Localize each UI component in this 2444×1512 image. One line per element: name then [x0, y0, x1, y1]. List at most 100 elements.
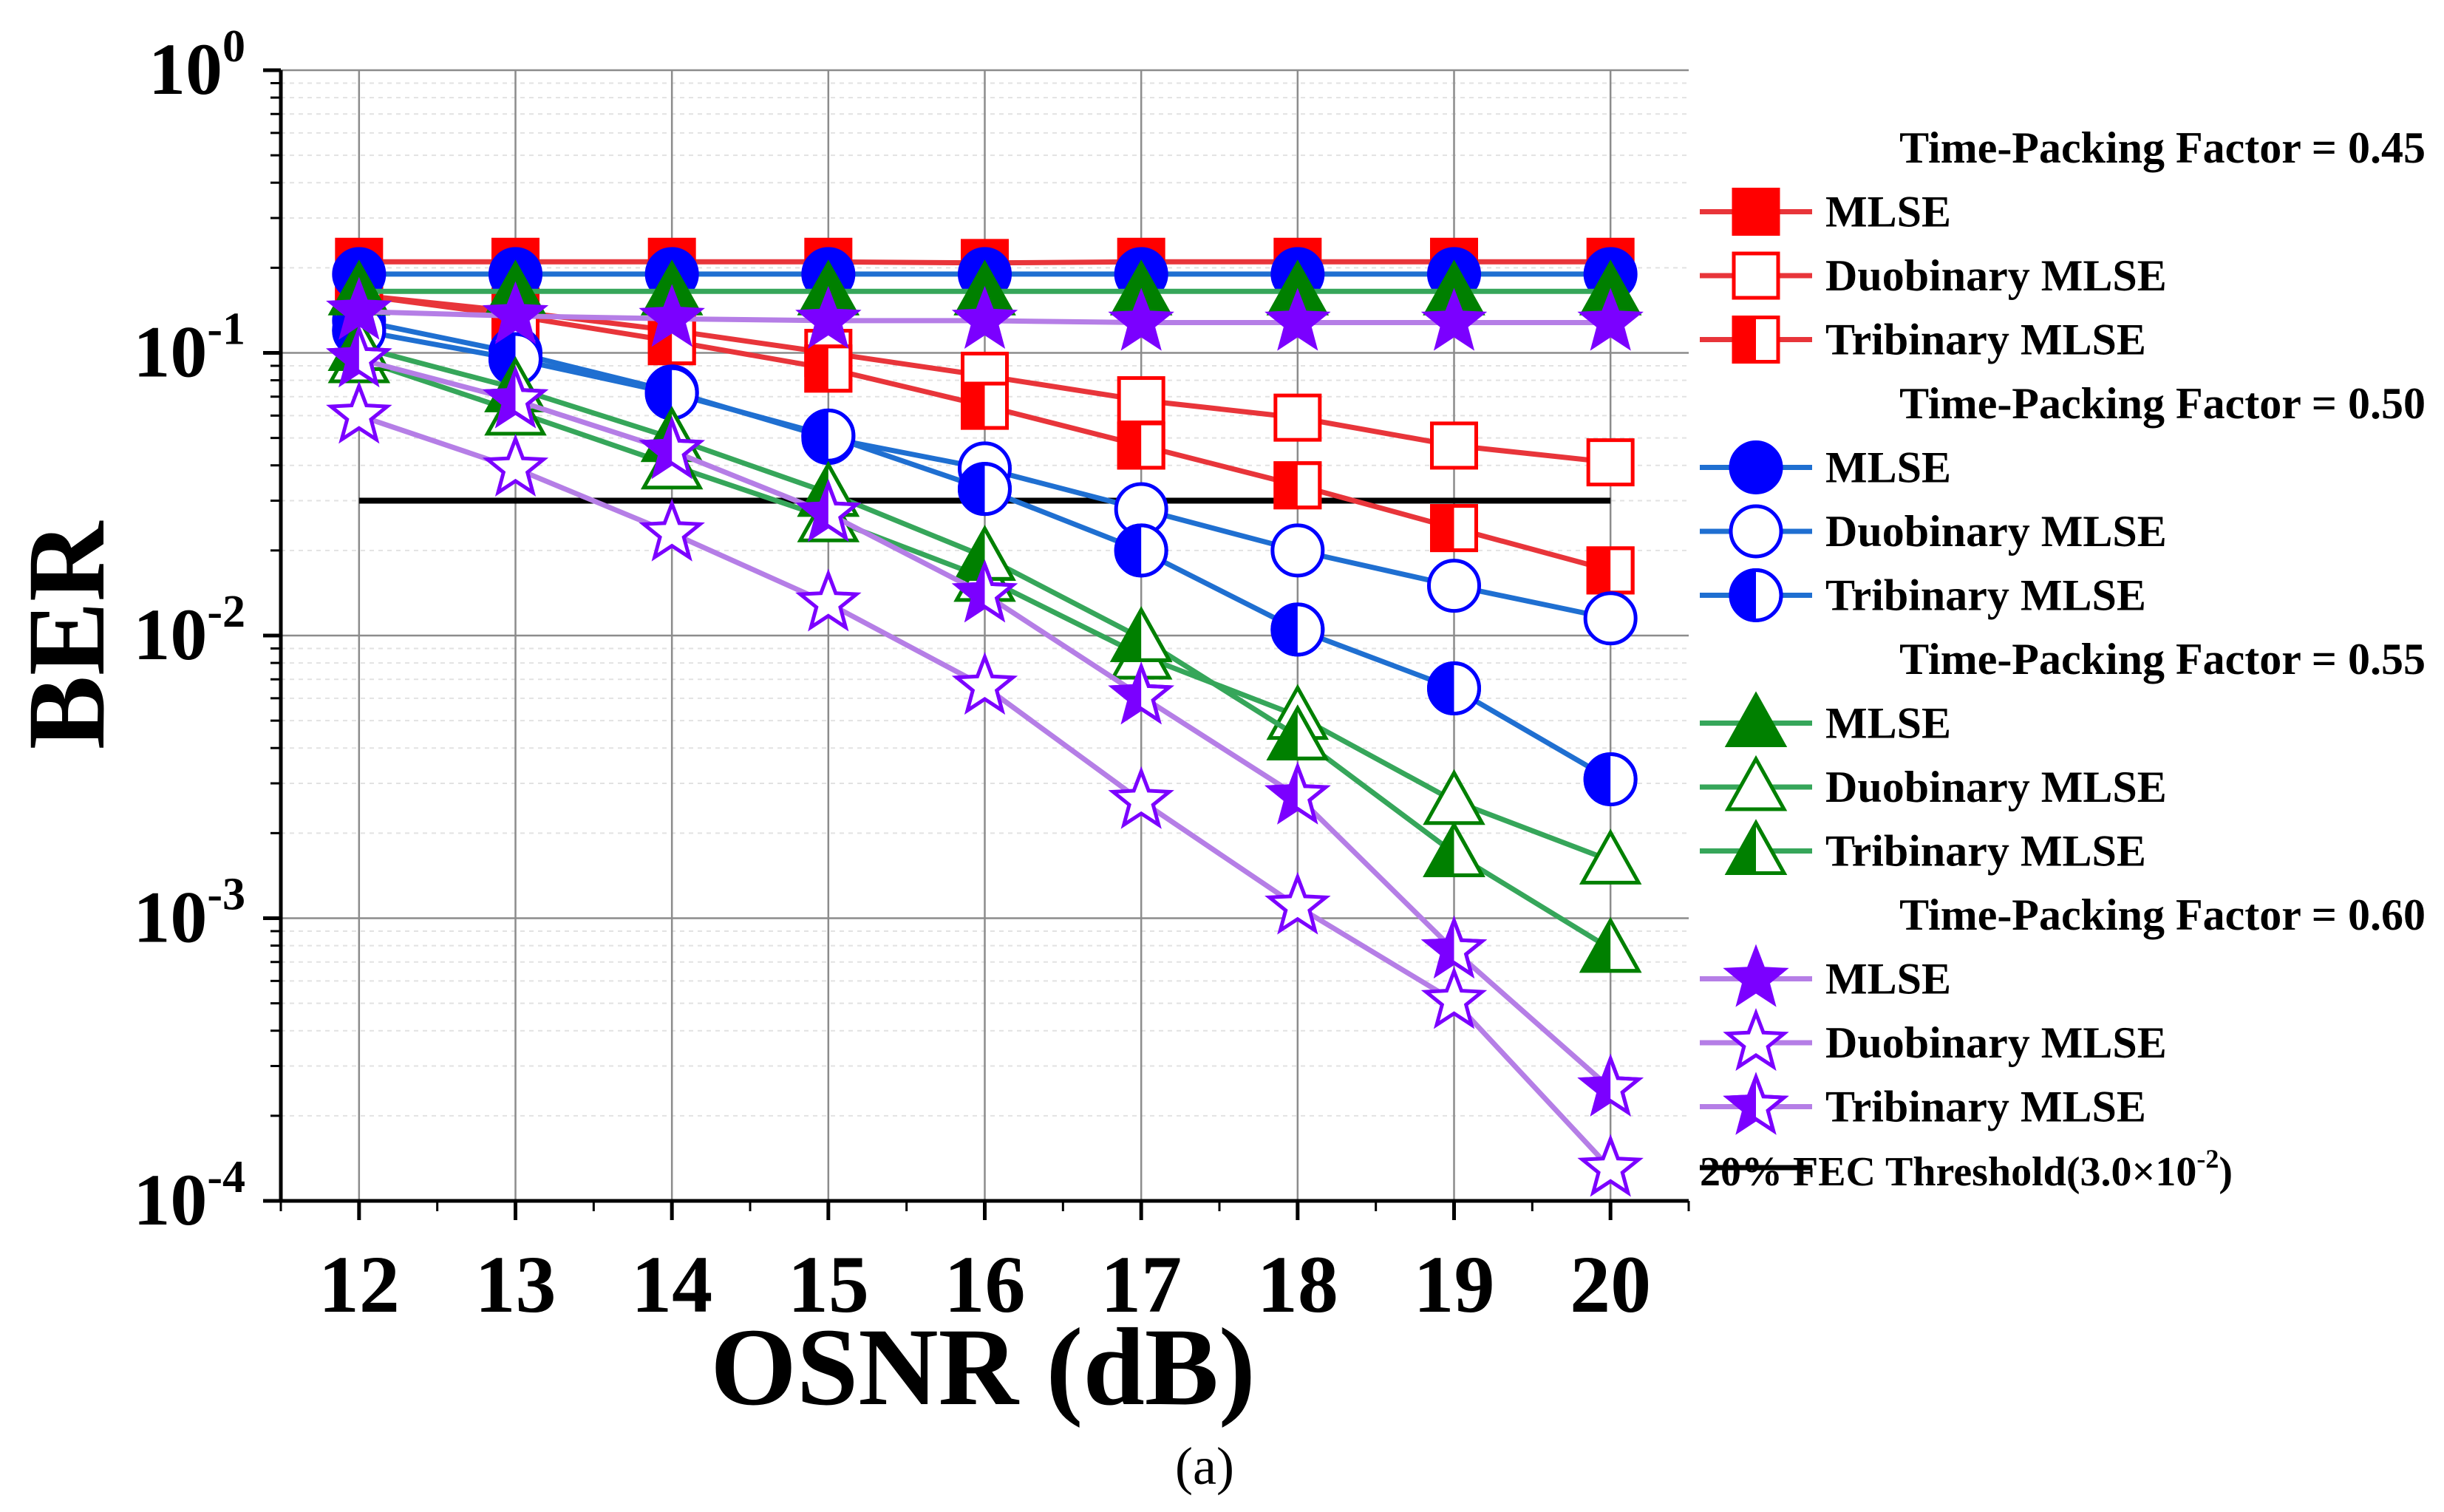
- data-point: [1577, 1053, 1644, 1117]
- x-tick-label: 19: [1414, 1239, 1495, 1329]
- legend-group-title: Time-Packing Factor = 0.60: [1899, 890, 2426, 939]
- series-9: [326, 276, 1644, 351]
- y-tick-label: 10-3: [133, 870, 245, 958]
- legend-marker: [1729, 568, 1783, 622]
- legend-marker: [1723, 1007, 1789, 1072]
- data-point: [326, 276, 392, 340]
- legend-label: MLSE: [1825, 699, 1951, 748]
- data-point: [951, 559, 1018, 623]
- y-axis-title: BER: [5, 520, 128, 749]
- data-point: [639, 284, 705, 347]
- data-point: [1579, 916, 1642, 973]
- x-tick-label: 18: [1257, 1239, 1338, 1329]
- data-point: [1583, 591, 1638, 646]
- data-point: [1583, 752, 1638, 807]
- legend-label: MLSE: [1825, 188, 1951, 236]
- data-point: [804, 344, 853, 393]
- legend-threshold-label: 20% FEC Threshold(3.0×10-2): [1700, 1144, 2233, 1195]
- legend-label: Duobinary MLSE: [1825, 1018, 2167, 1067]
- data-point: [1420, 287, 1488, 351]
- legend-marker: [1729, 504, 1783, 559]
- axes: 100 10-1 10-2 10-3 10-4 12 13 14 15 16 17 18 19 20 OSN…: [5, 21, 1690, 1428]
- data-point: [795, 478, 862, 542]
- x-tick-label: 13: [475, 1239, 556, 1329]
- legend-marker: [1732, 251, 1780, 300]
- data-point: [1117, 421, 1165, 470]
- data-point: [1427, 661, 1481, 716]
- data-point: [1577, 1134, 1644, 1197]
- legend-label: Duobinary MLSE: [1825, 251, 2167, 300]
- data-point: [795, 568, 862, 632]
- data-point: [1420, 966, 1488, 1029]
- legend-label: Duobinary MLSE: [1825, 763, 2167, 811]
- data-point: [1108, 766, 1174, 829]
- data-point: [1108, 661, 1174, 725]
- legend-marker: [1729, 440, 1783, 494]
- data-point: [1114, 523, 1168, 578]
- legend-label: Tribinary MLSE: [1825, 316, 2146, 364]
- x-axis-title: OSNR (dB): [710, 1306, 1256, 1428]
- data-point: [639, 498, 705, 562]
- data-point: [482, 281, 549, 344]
- series-layer: [326, 237, 1644, 1197]
- data-point: [1270, 523, 1325, 578]
- y-tick-label: 10-4: [133, 1152, 245, 1241]
- data-point: [482, 365, 549, 429]
- data-point: [1266, 704, 1330, 760]
- legend-label: MLSE: [1825, 955, 1951, 1004]
- data-point: [1577, 287, 1644, 351]
- data-point: [1586, 438, 1635, 487]
- legend-group-title: Time-Packing Factor = 0.45: [1899, 123, 2426, 172]
- legend-label: Tribinary MLSE: [1825, 1083, 2146, 1131]
- legend-label: Tribinary MLSE: [1825, 827, 2146, 876]
- data-point: [961, 381, 1009, 430]
- data-point: [326, 381, 392, 444]
- legend-marker: [1724, 691, 1788, 747]
- legend-marker: [1732, 316, 1780, 364]
- y-tick-label: 100: [149, 21, 245, 110]
- y-tick-label: 10-2: [133, 587, 245, 675]
- data-point: [326, 324, 392, 388]
- x-tick-label: 17: [1100, 1239, 1182, 1329]
- data-point: [1273, 461, 1322, 510]
- data-point: [1420, 915, 1488, 978]
- data-point: [951, 651, 1018, 715]
- data-point: [1264, 871, 1331, 935]
- data-point: [639, 416, 705, 480]
- data-point: [1430, 421, 1478, 470]
- data-point: [1586, 546, 1635, 595]
- series-5: [332, 303, 1638, 807]
- legend-label: Duobinary MLSE: [1825, 507, 2167, 556]
- data-point: [482, 433, 549, 497]
- data-point: [1108, 287, 1174, 351]
- data-point: [1430, 504, 1478, 553]
- legend-group-title: Time-Packing Factor = 0.50: [1899, 379, 2426, 428]
- data-point: [795, 285, 862, 350]
- legend-marker: [1732, 188, 1780, 236]
- x-tick-label: 15: [788, 1239, 869, 1329]
- legend-label: MLSE: [1825, 443, 1951, 492]
- x-tick-label: 20: [1570, 1239, 1651, 1329]
- data-point: [1109, 606, 1173, 662]
- data-point: [951, 285, 1018, 349]
- data-point: [1273, 393, 1322, 442]
- legend-marker: [1724, 755, 1788, 811]
- y-tick-label: 10-1: [133, 304, 245, 393]
- x-tick-label: 14: [631, 1239, 712, 1329]
- x-tick-label: 16: [944, 1239, 1026, 1329]
- data-point: [1264, 761, 1331, 825]
- data-point: [1117, 376, 1165, 425]
- legend-group-title: Time-Packing Factor = 0.55: [1899, 635, 2426, 684]
- legend-marker: [1723, 1072, 1789, 1135]
- data-point: [801, 408, 856, 463]
- series-11: [326, 324, 1644, 1117]
- legend: Time-Packing Factor = 0.45 MLSE Duobinary …: [1700, 123, 2426, 1195]
- legend-label: Tribinary MLSE: [1825, 571, 2146, 620]
- data-point: [958, 462, 1012, 517]
- data-point: [1579, 828, 1642, 885]
- legend-marker: [1723, 944, 1789, 1007]
- x-tick-label: 12: [319, 1239, 400, 1329]
- legend-marker: [1724, 819, 1788, 875]
- data-point: [1427, 559, 1481, 613]
